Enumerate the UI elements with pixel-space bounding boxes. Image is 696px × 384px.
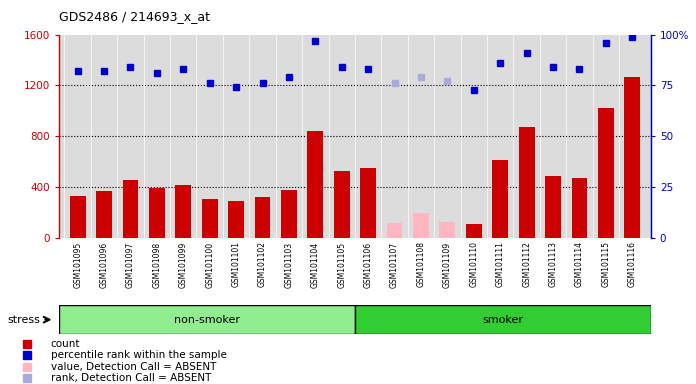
Text: GSM101095: GSM101095 [73,242,82,288]
Bar [202,199,218,238]
Bar [334,170,349,238]
Bar [519,127,535,238]
Text: GSM101097: GSM101097 [126,242,135,288]
Bar [571,178,587,238]
Text: GSM101108: GSM101108 [416,242,425,288]
Bar [439,222,455,238]
Bar [413,213,429,238]
Text: GSM101115: GSM101115 [601,242,610,288]
Text: GSM101112: GSM101112 [522,242,531,287]
Text: GSM101096: GSM101096 [100,242,109,288]
Bar [96,191,112,238]
Text: GSM101110: GSM101110 [469,242,478,288]
Text: smoker: smoker [482,314,523,325]
FancyBboxPatch shape [355,305,651,334]
Text: GSM101107: GSM101107 [390,242,399,288]
Text: GSM101114: GSM101114 [575,242,584,288]
Text: GSM101098: GSM101098 [152,242,161,288]
Text: GDS2486 / 214693_x_at: GDS2486 / 214693_x_at [59,10,210,23]
Text: GSM101113: GSM101113 [548,242,557,288]
Text: stress: stress [8,314,40,325]
Text: GSM101111: GSM101111 [496,242,505,287]
Bar [598,108,614,238]
Bar [122,180,139,238]
Text: GSM101109: GSM101109 [443,242,452,288]
Text: GSM101104: GSM101104 [311,242,320,288]
Bar [70,196,86,238]
Text: GSM101102: GSM101102 [258,242,267,288]
Bar [624,76,640,238]
Text: rank, Detection Call = ABSENT: rank, Detection Call = ABSENT [51,373,211,383]
Bar [387,223,402,238]
Text: GSM101106: GSM101106 [364,242,372,288]
Text: GSM101103: GSM101103 [285,242,294,288]
Bar [545,176,561,238]
Text: GSM101099: GSM101099 [179,242,188,288]
Bar [255,197,271,238]
Bar [308,131,323,238]
Text: count: count [51,339,80,349]
Text: GSM101101: GSM101101 [232,242,241,288]
Text: GSM101105: GSM101105 [338,242,346,288]
Bar [466,224,482,238]
Text: percentile rank within the sample: percentile rank within the sample [51,350,226,360]
Bar [492,161,508,238]
FancyBboxPatch shape [59,305,355,334]
Text: GSM101116: GSM101116 [628,242,637,288]
Bar [175,185,191,238]
Text: non-smoker: non-smoker [174,314,240,325]
Bar [281,190,297,238]
Bar [149,189,165,238]
Bar [228,201,244,238]
Text: value, Detection Call = ABSENT: value, Detection Call = ABSENT [51,362,216,372]
Text: GSM101100: GSM101100 [205,242,214,288]
Bar [361,168,376,238]
